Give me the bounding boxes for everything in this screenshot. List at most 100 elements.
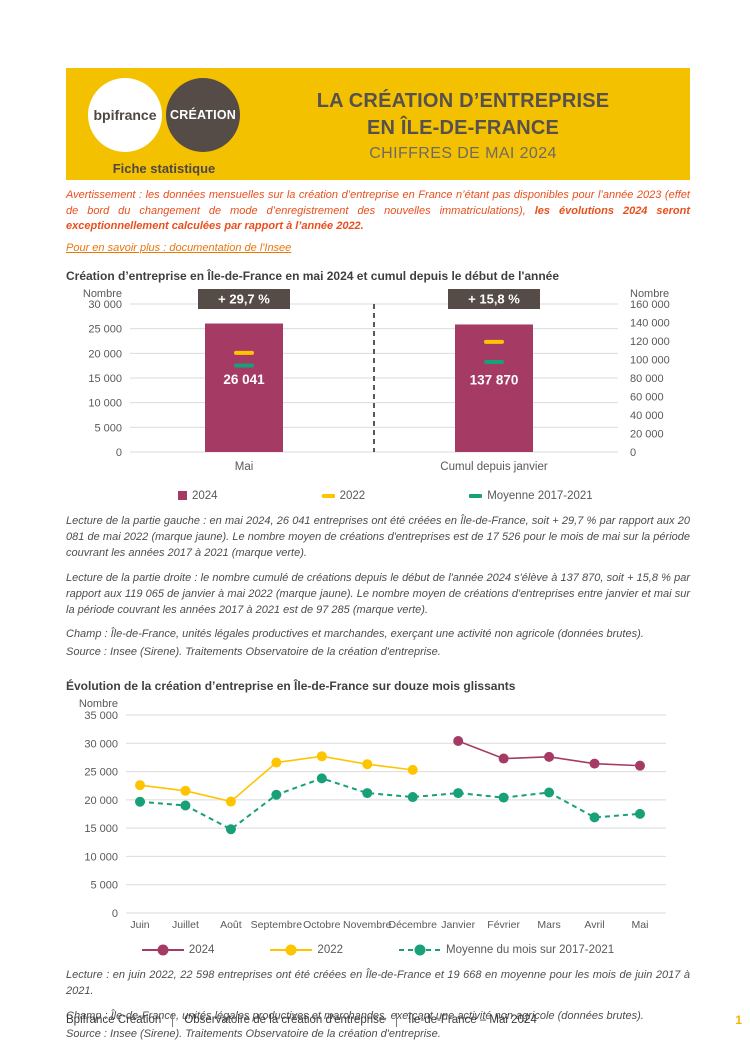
- legend-marker-moyenne-2017-2021: [469, 494, 483, 498]
- data-point: [453, 788, 464, 799]
- data-point: [225, 796, 236, 807]
- footer-divider: [396, 1013, 398, 1027]
- svg-text:100 000: 100 000: [630, 354, 670, 366]
- svg-text:25 000: 25 000: [88, 323, 122, 335]
- legend-label: Moyenne 2017-2021: [487, 489, 593, 502]
- svg-text:140 000: 140 000: [630, 317, 670, 329]
- marker-2022: [484, 339, 504, 344]
- data-point: [498, 753, 509, 764]
- svg-text:120 000: 120 000: [630, 336, 670, 348]
- legend-label: 2022: [339, 489, 366, 502]
- data-point: [498, 792, 509, 803]
- svg-text:10 000: 10 000: [84, 852, 118, 864]
- footer-edition: Île-de-France – Mai 2024: [408, 1014, 537, 1026]
- data-point: [180, 800, 191, 811]
- svg-text:137 870: 137 870: [470, 372, 519, 387]
- insee-documentation-link[interactable]: Pour en savoir plus : documentation de l…: [66, 241, 292, 254]
- data-point: [589, 758, 600, 769]
- footer: Bpifrance Création Observatoire de la cr…: [66, 1013, 742, 1027]
- legend-label: 2024: [192, 489, 218, 502]
- svg-text:Août: Août: [220, 919, 242, 931]
- section2-notes: Lecture : en juin 2022, 22 598 entrepris…: [66, 968, 690, 1043]
- data-point: [271, 757, 282, 768]
- svg-text:60 000: 60 000: [630, 391, 664, 403]
- data-point: [135, 797, 145, 808]
- svg-text:35 000: 35 000: [84, 710, 118, 722]
- data-point: [316, 773, 327, 784]
- svg-text:Nombre: Nombre: [79, 699, 118, 710]
- svg-text:5 000: 5 000: [90, 880, 118, 892]
- warning-text-normal: Avertissement : les données mensuelles s…: [66, 189, 690, 217]
- legend-item: 2024: [178, 490, 218, 502]
- svg-text:+ 29,7 %: + 29,7 %: [218, 291, 270, 306]
- data-point: [407, 765, 418, 776]
- marker-moyenne: [484, 359, 504, 364]
- svg-text:15 000: 15 000: [84, 823, 118, 835]
- svg-text:20 000: 20 000: [84, 795, 118, 807]
- note-champ-2: Champ : Île-de-France, unités légales pr…: [66, 1010, 644, 1023]
- data-point: [271, 790, 282, 801]
- note-lecture-gauche: Lecture de la partie gauche : en mai 202…: [66, 514, 690, 559]
- svg-text:80 000: 80 000: [630, 373, 664, 385]
- legend-label: 2022: [317, 944, 344, 957]
- data-point: [362, 759, 373, 770]
- svg-text:5 000: 5 000: [94, 422, 122, 434]
- warning-notice: Avertissement : les données mensuelles s…: [66, 188, 690, 235]
- note-lecture-droite: Lecture de la partie droite : le nombre …: [66, 571, 690, 616]
- svg-text:0: 0: [630, 447, 636, 459]
- svg-text:Décembre: Décembre: [389, 919, 438, 931]
- svg-text:20 000: 20 000: [630, 428, 664, 440]
- legend-marker-moyenne-du-mois-sur-2017-2021: [399, 945, 442, 956]
- section2-title: Évolution de la création d’entreprise en…: [66, 679, 516, 694]
- footer-dept: Observatoire de la création d'entreprise: [184, 1014, 386, 1026]
- data-point: [544, 787, 555, 798]
- svg-text:Cumul depuis janvier: Cumul depuis janvier: [440, 461, 548, 473]
- bpifrance-logo-text: bpifrance: [93, 107, 157, 123]
- svg-text:Juillet: Juillet: [172, 919, 199, 931]
- header-logos: bpifrance CRÉATION Fiche statistique: [78, 76, 250, 176]
- bpifrance-logo: bpifrance: [88, 78, 162, 152]
- svg-text:20 000: 20 000: [88, 348, 122, 360]
- page-number: 1: [735, 1013, 742, 1027]
- header-titles: LA CRÉATION D’ENTREPRISE EN ÎLE-DE-FRANC…: [250, 76, 676, 174]
- data-point: [135, 780, 145, 791]
- bar-chart: Nombre 30 000 25 000 20 000 15 000 10 000 5 00…: [66, 288, 690, 502]
- legend-item: 2022: [321, 489, 366, 502]
- legend-marker-2024: [178, 491, 187, 501]
- svg-text:Avril: Avril: [584, 919, 604, 931]
- svg-text:40 000: 40 000: [630, 410, 664, 422]
- legend-label: Moyenne du mois sur 2017-2021: [446, 944, 615, 957]
- svg-text:Novembre: Novembre: [343, 919, 392, 931]
- page-subtitle: CHIFFRES DE MAI 2024: [369, 144, 557, 162]
- series-line-moyenne-du-mois-sur-2017-2021: [139, 777, 641, 831]
- page-title-line2: EN ÎLE-DE-FRANCE: [366, 116, 560, 139]
- svg-text:Mai: Mai: [235, 461, 254, 473]
- data-point: [589, 812, 600, 823]
- svg-text:Juin: Juin: [130, 919, 149, 931]
- legend-item: 2022: [270, 944, 343, 956]
- svg-text:Nombre: Nombre: [630, 289, 669, 300]
- data-point: [225, 824, 236, 835]
- note-source-2: Source : Insee (Sirene). Traitements Obs…: [66, 1028, 441, 1041]
- svg-text:Octobre: Octobre: [303, 919, 341, 931]
- note-champ: Champ : Île-de-France, unités légales pr…: [66, 628, 644, 641]
- data-point: [180, 786, 191, 797]
- svg-text:0: 0: [116, 447, 122, 459]
- svg-text:Février: Février: [487, 919, 520, 931]
- data-point: [316, 751, 327, 762]
- data-point: [362, 788, 373, 799]
- evolution-badge: [198, 288, 290, 309]
- data-point: [544, 752, 555, 763]
- svg-text:Mars: Mars: [537, 919, 560, 931]
- legend-item: Moyenne du mois sur 2017-2021: [399, 944, 614, 956]
- data-point: [407, 792, 418, 803]
- data-point: [635, 809, 645, 820]
- svg-text:Septembre: Septembre: [251, 919, 303, 931]
- legend-marker-2022: [270, 945, 313, 956]
- marker-moyenne: [234, 363, 254, 368]
- legend-label: 2024: [188, 944, 215, 957]
- tagline: Fiche statistique: [112, 161, 216, 176]
